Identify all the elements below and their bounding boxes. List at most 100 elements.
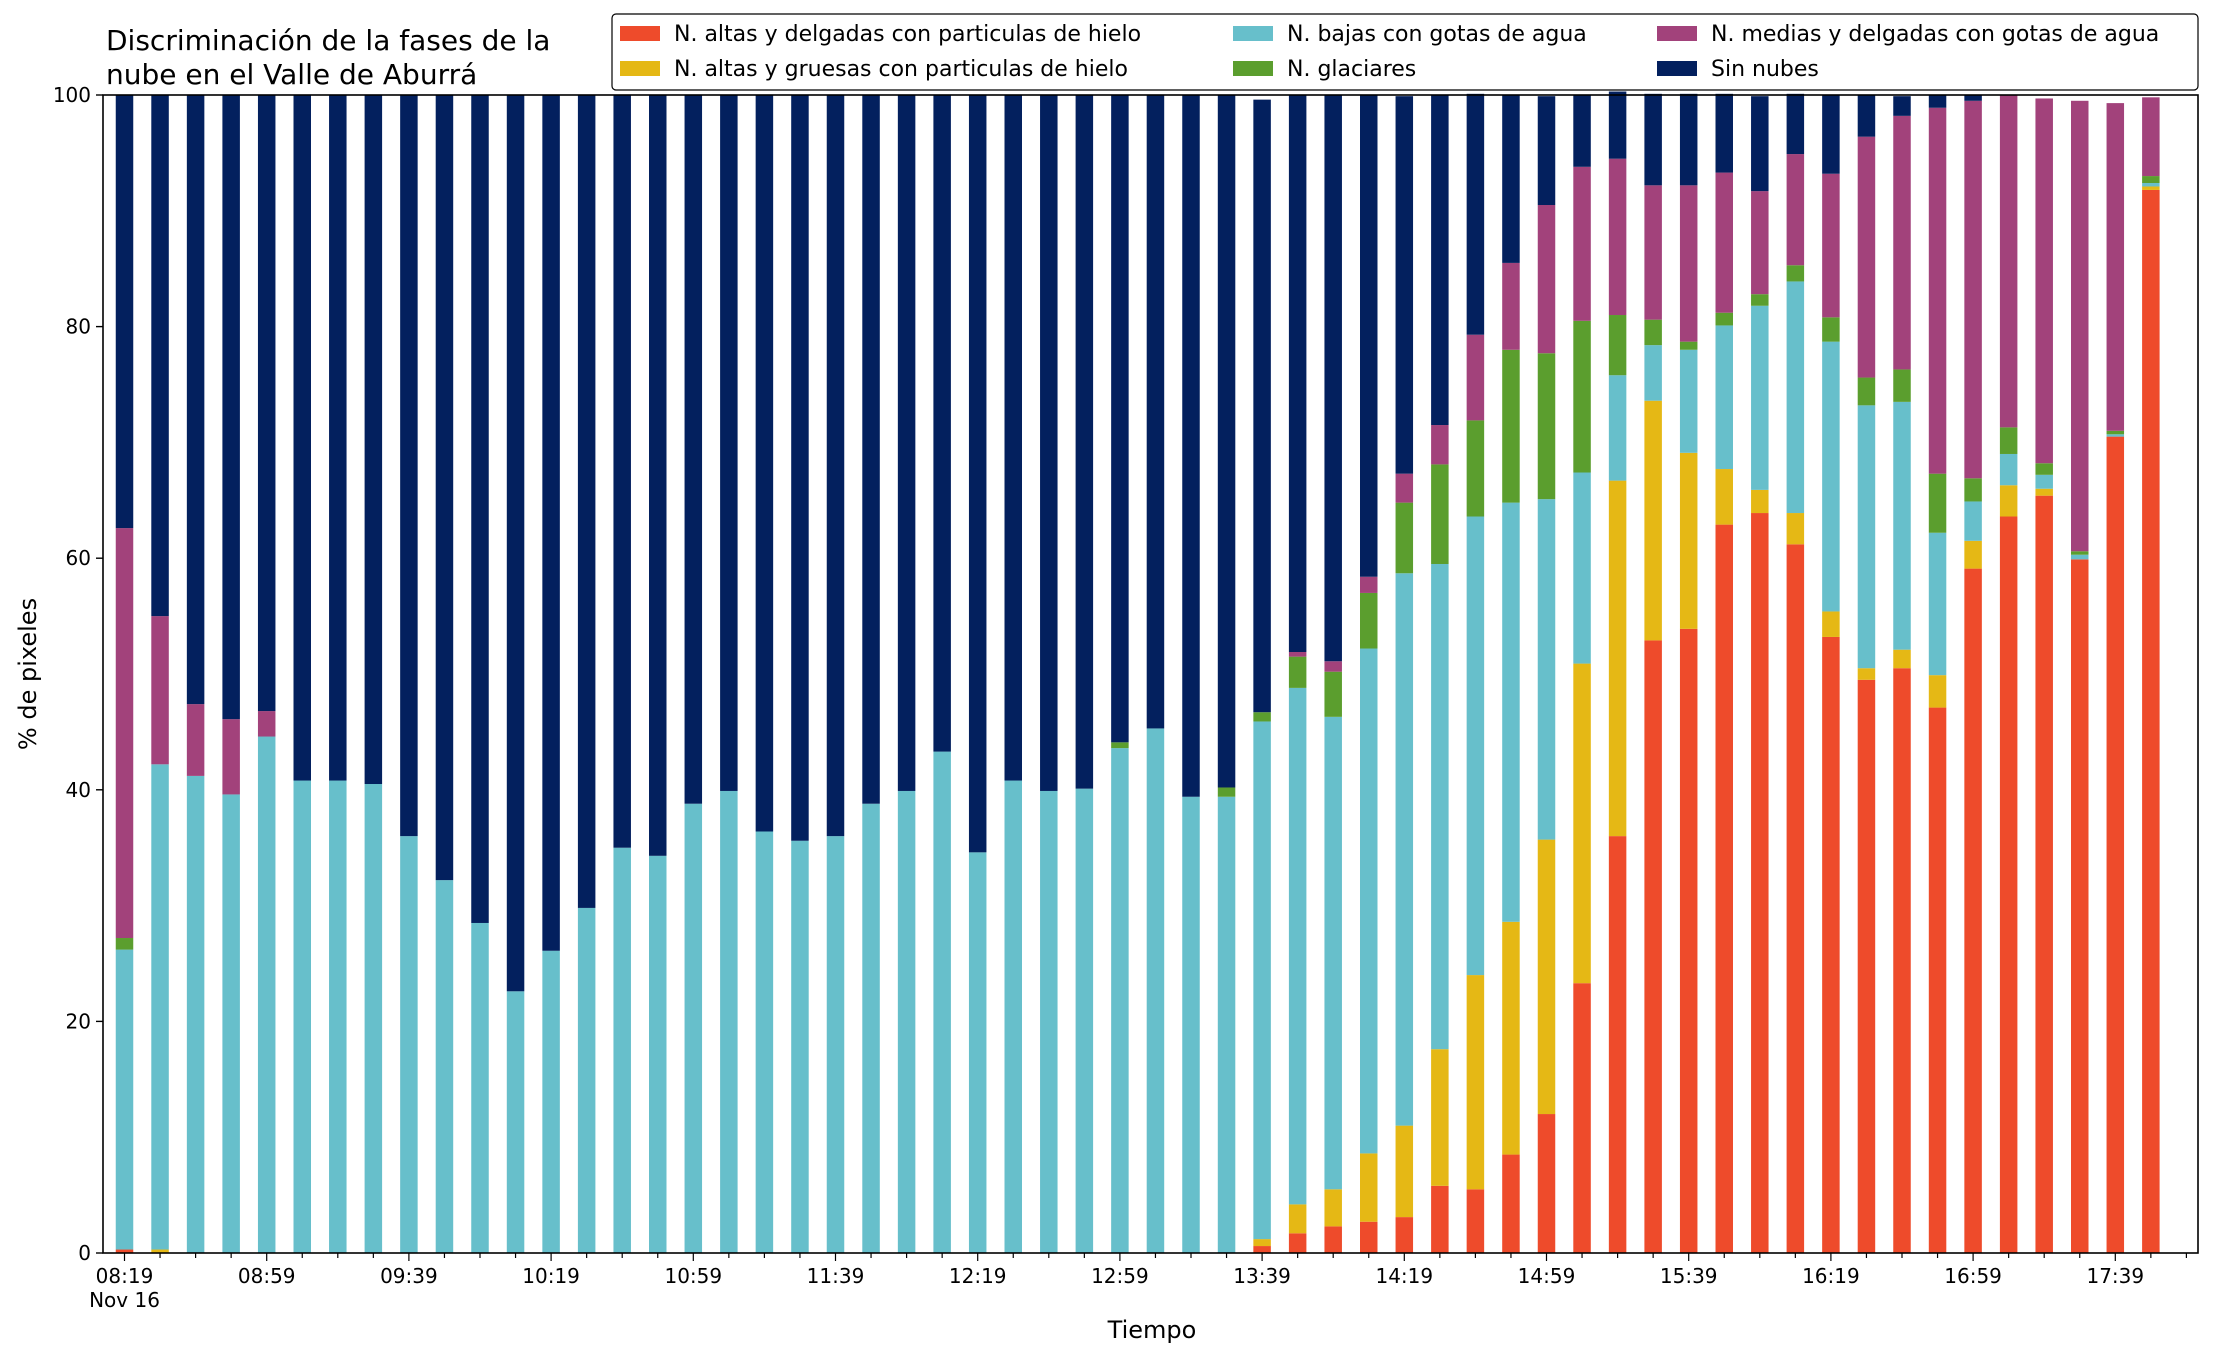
- bar-segment: [1999, 485, 2018, 517]
- bar-segment: [1857, 668, 1876, 680]
- bar-segment: [506, 991, 525, 1253]
- bar-segment: [471, 922, 489, 1253]
- bar-segment: [329, 95, 347, 781]
- bar-segment: [1928, 95, 1947, 108]
- y-tick-label: 40: [66, 778, 91, 802]
- x-tick-sublabel: Nov 16: [89, 1288, 160, 1312]
- bar-segment: [577, 907, 596, 1253]
- bar-segment: [257, 711, 276, 737]
- bar-segment: [1857, 136, 1876, 378]
- bar-segment: [1822, 173, 1840, 318]
- bar-segment: [1679, 93, 1698, 186]
- bar-segment: [1324, 671, 1342, 717]
- bar-segment: [2142, 97, 2160, 177]
- bar-segment: [1786, 281, 1805, 514]
- bar-segment: [1253, 712, 1271, 722]
- bar-segment: [1253, 721, 1271, 1240]
- bar-segment: [1395, 1217, 1414, 1253]
- bar-segment: [1217, 95, 1236, 788]
- bar-segment: [2035, 495, 2053, 1253]
- bar-segment: [1253, 1239, 1271, 1247]
- bar-segment: [115, 1249, 134, 1253]
- bar-segment: [1786, 513, 1805, 545]
- bar-segment: [1893, 96, 1911, 116]
- bar-segment: [1857, 377, 1876, 406]
- bar-segment: [2106, 430, 2125, 435]
- bar-segment: [1324, 716, 1342, 1190]
- bar-segment: [1537, 353, 1556, 500]
- bar-segment: [2035, 488, 2053, 496]
- bar-segment: [720, 790, 738, 1253]
- bar-segment: [577, 95, 596, 908]
- x-tick-label: 12:19: [949, 1264, 1007, 1288]
- bar-segment: [1573, 320, 1591, 473]
- bar-segment: [1431, 563, 1449, 1050]
- bar-segment: [1608, 91, 1627, 159]
- bar-segment: [1573, 472, 1591, 664]
- x-tick-label: 14:59: [1518, 1264, 1576, 1288]
- legend-label: N. altas y gruesas con particulas de hie…: [674, 57, 1128, 82]
- bar-segment: [1857, 679, 1876, 1253]
- bar-segment: [1360, 576, 1378, 593]
- bar-segment: [613, 847, 631, 1253]
- legend-swatch: [1233, 26, 1273, 41]
- bar-segment: [1679, 185, 1698, 342]
- bar-segment: [186, 95, 205, 705]
- bar-segment: [1182, 796, 1200, 1253]
- bar-segment: [293, 95, 311, 781]
- bar-segment: [151, 616, 169, 765]
- bar-segment: [1111, 95, 1129, 743]
- bar-segment: [1466, 975, 1485, 1190]
- bar-segment: [1466, 93, 1485, 335]
- bar-segment: [1502, 262, 1520, 350]
- bar-segment: [1751, 513, 1769, 1253]
- bar-segment: [1679, 349, 1698, 453]
- bar-segment: [1786, 265, 1805, 282]
- bar-segment: [1679, 452, 1698, 629]
- bar-segment: [897, 95, 916, 791]
- legend-frame: [611, 13, 2199, 91]
- x-tick-label: 16:19: [1802, 1264, 1860, 1288]
- bar-segment: [1431, 464, 1449, 564]
- bar-segment: [1608, 315, 1627, 376]
- bar-segment: [1964, 568, 1982, 1253]
- y-tick-label: 80: [66, 315, 91, 339]
- bar-segment: [1466, 334, 1485, 421]
- x-tick-label: 11:39: [807, 1264, 865, 1288]
- bar-segment: [1253, 1246, 1271, 1253]
- bar-segment: [684, 803, 703, 1253]
- bar-segment: [1537, 1114, 1556, 1253]
- bar-segment: [1751, 96, 1769, 192]
- bar-segment: [1822, 636, 1840, 1253]
- bar-segment: [1679, 341, 1698, 350]
- bar-segment: [1715, 524, 1733, 1253]
- bar-segment: [791, 840, 809, 1253]
- bar-segment: [1893, 649, 1911, 669]
- legend-swatch: [1657, 26, 1697, 41]
- bar-segment: [1751, 305, 1769, 490]
- bar-segment: [1431, 425, 1449, 465]
- bar-segment: [435, 95, 454, 881]
- bar-segment: [2142, 183, 2160, 187]
- legend-swatch: [1233, 61, 1273, 76]
- bar-segment: [542, 95, 560, 951]
- bar-segment: [1217, 796, 1236, 1253]
- legend-label: N. altas y delgadas con particulas de hi…: [674, 22, 1141, 47]
- x-tick-label: 14:19: [1375, 1264, 1433, 1288]
- legend: N. altas y delgadas con particulas de hi…: [611, 13, 2199, 91]
- bar-segment: [1893, 115, 1911, 370]
- bar-segment: [649, 95, 667, 856]
- bar-segment: [1573, 663, 1591, 984]
- bar-segment: [1999, 427, 2018, 454]
- bar-segment: [400, 836, 418, 1253]
- bar-segment: [1537, 96, 1556, 206]
- bar-segment: [1786, 544, 1805, 1253]
- bars-group: [115, 91, 2160, 1254]
- bar-segment: [1893, 668, 1911, 1253]
- bar-segment: [1360, 95, 1378, 577]
- x-tick-label: 09:39: [380, 1264, 438, 1288]
- bar-segment: [1999, 516, 2018, 1253]
- bar-segment: [1964, 478, 1982, 502]
- bar-segment: [1395, 502, 1414, 574]
- bar-segment: [364, 95, 383, 785]
